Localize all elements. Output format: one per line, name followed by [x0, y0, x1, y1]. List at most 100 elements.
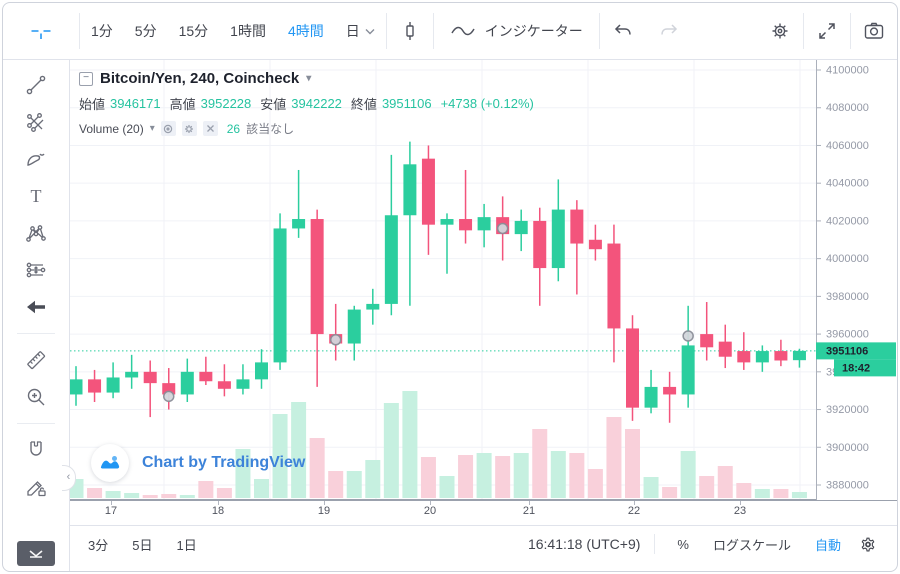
- volume-value: 26: [226, 121, 241, 136]
- svg-text:3960000: 3960000: [826, 329, 869, 341]
- range-1d-button[interactable]: 1日: [164, 535, 208, 554]
- ruler-icon: [27, 351, 46, 370]
- interval-menu-button[interactable]: 日: [335, 12, 386, 50]
- camera-icon: [864, 22, 884, 39]
- svg-text:3980000: 3980000: [826, 291, 869, 303]
- close-icon: [206, 125, 214, 132]
- divider: [432, 13, 434, 49]
- back-arrow-button[interactable]: [21, 292, 51, 322]
- svg-text:3900000: 3900000: [826, 442, 869, 454]
- svg-text:3920000: 3920000: [826, 404, 869, 416]
- svg-text:4080000: 4080000: [826, 102, 869, 114]
- volume-visibility-button[interactable]: [160, 121, 176, 136]
- tradingview-attribution[interactable]: Chart by TradingView: [91, 444, 305, 482]
- divider: [654, 534, 656, 554]
- legend-collapse-icon[interactable]: −: [79, 71, 93, 86]
- gear-icon: [185, 124, 194, 133]
- chevron-down-icon: [29, 549, 43, 558]
- time-axis[interactable]: 17 18 19 20 21 22 23: [70, 500, 897, 525]
- low-label: 安値: [260, 97, 287, 112]
- chevron-down-icon: [365, 28, 375, 34]
- svg-text:4040000: 4040000: [826, 178, 869, 190]
- symbol-legend: − Bitcoin/Yen, 240, Coincheck ▾ 始値 394617…: [79, 70, 534, 137]
- svg-text:3880000: 3880000: [826, 480, 869, 492]
- xabcd-pattern-tool[interactable]: [21, 218, 51, 248]
- undo-button[interactable]: [600, 12, 646, 50]
- pencil-lock-icon: [27, 481, 46, 497]
- interval-1m-button[interactable]: 1分: [80, 12, 124, 50]
- interval-4h-button[interactable]: 4時間: [277, 12, 335, 50]
- divider: [850, 13, 851, 49]
- time-tick: [218, 501, 219, 505]
- time-tick: [634, 501, 635, 505]
- trend-line-icon: [26, 75, 46, 95]
- crosshair-tool-button[interactable]: [18, 12, 64, 50]
- brush-icon: [27, 153, 45, 166]
- text-icon: T: [31, 186, 42, 206]
- range-3m-button[interactable]: 3分: [88, 535, 120, 554]
- back-arrow-icon: [27, 300, 45, 314]
- log-scale-button[interactable]: ログスケール: [701, 535, 803, 554]
- svg-text:4060000: 4060000: [826, 140, 869, 152]
- divider: [79, 13, 80, 49]
- redo-button[interactable]: [646, 12, 692, 50]
- time-tick: [324, 501, 325, 505]
- chevron-down-icon[interactable]: ▾: [306, 73, 312, 84]
- volume-settings-button[interactable]: [181, 121, 197, 136]
- lock-drawings-tool[interactable]: [21, 472, 51, 502]
- open-label: 始値: [79, 97, 106, 112]
- svg-text:3951106: 3951106: [826, 345, 868, 357]
- trend-line-tool[interactable]: [21, 70, 51, 100]
- fullscreen-icon: [819, 23, 835, 39]
- measure-tool[interactable]: [21, 345, 51, 375]
- chart-area[interactable]: 4100000 4080000 4060000 4040000 4020000 40000…: [70, 60, 897, 500]
- fullscreen-button[interactable]: [804, 12, 850, 50]
- tradingview-logo-icon: [91, 444, 129, 482]
- collapse-toolbar-button[interactable]: [17, 541, 55, 566]
- chevron-down-icon[interactable]: ▾: [149, 123, 155, 134]
- interval-5m-button[interactable]: 5分: [124, 12, 168, 50]
- text-tool[interactable]: T: [21, 181, 51, 211]
- divider: [803, 13, 804, 49]
- percent-scale-button[interactable]: %: [665, 537, 701, 552]
- time-axis-label: 17: [104, 505, 118, 517]
- bottom-toolbar: 3分 5日 1日 16:41:18 (UTC+9) % ログスケール 自動: [70, 525, 897, 562]
- svg-text:4000000: 4000000: [826, 253, 869, 265]
- interval-15m-button[interactable]: 15分: [168, 12, 220, 50]
- time-tick: [740, 501, 741, 505]
- axis-settings-button[interactable]: [853, 529, 883, 559]
- symbol-title[interactable]: Bitcoin/Yen, 240, Coincheck: [100, 70, 300, 87]
- forecast-tool[interactable]: [21, 255, 51, 285]
- divider: [17, 423, 55, 424]
- zoom-in-tool[interactable]: [21, 382, 51, 412]
- interval-1h-button[interactable]: 1時間: [219, 12, 277, 50]
- interval-menu-label: 日: [345, 23, 360, 39]
- clock[interactable]: 16:41:18 (UTC+9): [527, 536, 641, 552]
- undo-icon: [614, 24, 631, 35]
- chart-style-button[interactable]: [387, 12, 433, 50]
- brush-tool[interactable]: [21, 144, 51, 174]
- magnet-tool[interactable]: [21, 435, 51, 465]
- time-tick: [111, 501, 112, 505]
- auto-scale-button[interactable]: 自動: [803, 535, 853, 554]
- volume-label[interactable]: Volume (20): [79, 121, 144, 136]
- attribution-text: Chart by TradingView: [142, 454, 306, 471]
- pitchfork-tool[interactable]: [21, 107, 51, 137]
- indicator-button[interactable]: インジケーター: [434, 12, 599, 50]
- change-value: +4738 (+0.12%): [440, 96, 534, 111]
- redo-icon: [661, 24, 677, 35]
- volume-remove-button[interactable]: [202, 121, 218, 136]
- divider: [385, 13, 387, 49]
- time-tick: [529, 501, 530, 505]
- range-5d-button[interactable]: 5日: [120, 535, 164, 554]
- settings-button[interactable]: [757, 12, 803, 50]
- open-value: 3946171: [110, 96, 161, 111]
- candlestick-chart[interactable]: 4100000 4080000 4060000 4040000 4020000 40000…: [70, 60, 896, 500]
- zoom-in-icon: [27, 388, 45, 406]
- time-axis-label: 22: [627, 505, 641, 517]
- magnet-icon: [30, 441, 42, 456]
- close-label: 終値: [350, 97, 377, 112]
- snapshot-button[interactable]: [851, 12, 897, 50]
- time-axis-label: 19: [317, 505, 331, 517]
